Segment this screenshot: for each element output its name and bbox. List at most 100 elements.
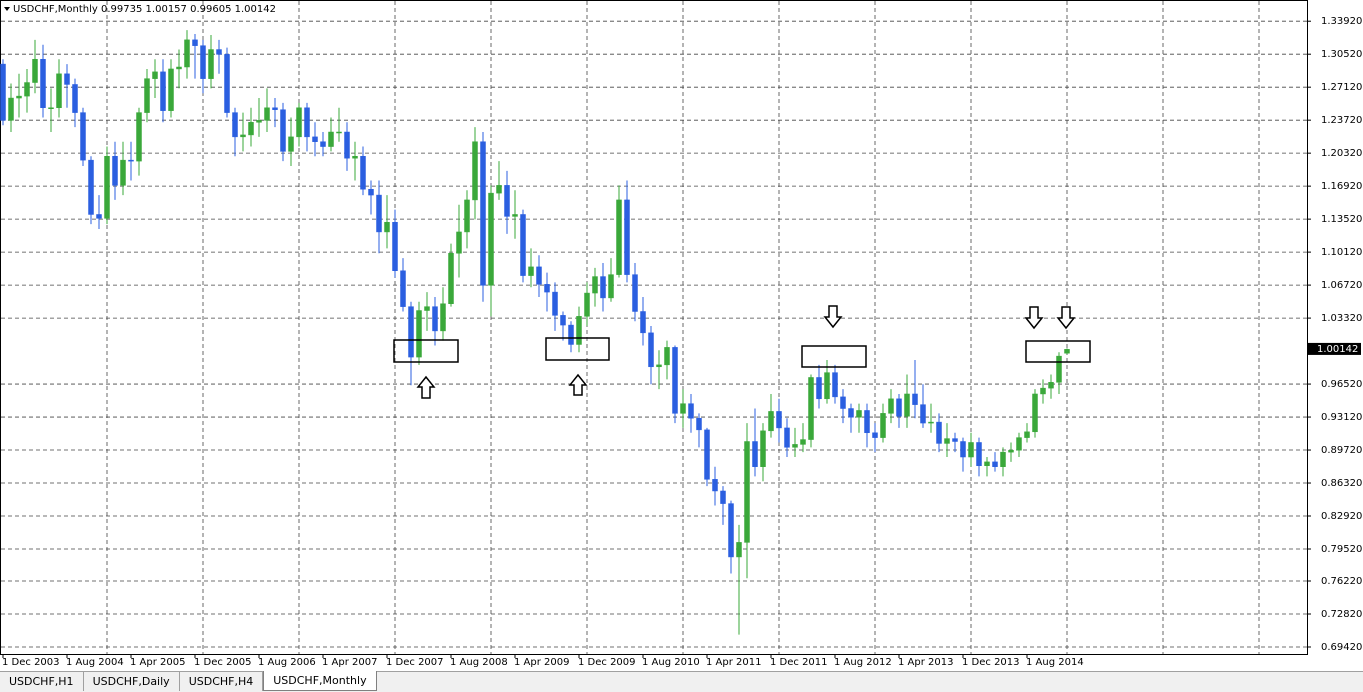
x-tick-label: 1 Apr 2013 <box>898 657 953 668</box>
candle-body <box>720 490 726 504</box>
candle-body <box>1000 451 1006 467</box>
x-tick-label: 1 Aug 2012 <box>834 657 892 668</box>
x-tick-label: 1 Apr 2005 <box>130 657 185 668</box>
annotations <box>393 305 1091 399</box>
candle-body <box>1064 349 1070 354</box>
candle-body <box>512 214 518 217</box>
tab-bar: USDCHF,H1 USDCHF,Daily USDCHF,H4 USDCHF,Mon… <box>0 671 1363 692</box>
candle-body <box>64 73 70 85</box>
box <box>801 345 867 368</box>
candle-body <box>976 442 982 467</box>
y-tick-label: 1.23720 <box>1321 115 1362 126</box>
candle-body <box>824 372 830 400</box>
candle-body <box>56 73 62 109</box>
y-tick-label: 0.89720 <box>1321 445 1362 456</box>
candle-body <box>792 444 798 448</box>
y-tick-label: 1.13520 <box>1321 214 1362 225</box>
candle-body <box>424 306 430 311</box>
candle-body <box>192 39 198 46</box>
candle-body <box>680 403 686 414</box>
candle-body <box>928 421 934 424</box>
candle-body <box>920 404 926 424</box>
y-tick-label: 1.33920 <box>1321 16 1362 27</box>
candle-body <box>448 253 454 304</box>
x-tick-label: 1 Aug 2008 <box>450 657 508 668</box>
candle-body <box>1056 355 1062 383</box>
candle-body <box>1016 437 1022 451</box>
candle-body <box>688 403 694 419</box>
x-tick-label: 1 Dec 2013 <box>962 657 1020 668</box>
candle-body <box>168 68 174 111</box>
candle-body <box>728 503 734 558</box>
candle-body <box>616 199 622 275</box>
candle-body <box>840 396 846 409</box>
y-tick-label: 0.69420 <box>1321 642 1362 653</box>
candle-body <box>488 192 494 286</box>
axes: 1.33920 1.30520 1.27120 1.23720 1.20320 1.169… <box>2 16 1362 668</box>
candle-body <box>432 306 438 332</box>
candle-body <box>1008 449 1014 453</box>
y-tick-label: 0.79520 <box>1321 544 1362 555</box>
candle-body <box>888 398 894 414</box>
candle-body <box>72 84 78 113</box>
candle-body <box>264 107 270 121</box>
x-tick-label: 1 Aug 2004 <box>66 657 124 668</box>
y-tick-label: 0.96520 <box>1321 379 1362 390</box>
candle-body <box>144 78 150 113</box>
x-tick-label: 1 Aug 2010 <box>642 657 700 668</box>
candle-body <box>472 141 478 201</box>
y-tick-label: 1.20320 <box>1321 148 1362 159</box>
candle-body <box>216 49 222 55</box>
box <box>1025 340 1091 363</box>
candle-body <box>112 156 118 186</box>
candle-body <box>384 221 390 233</box>
candle-body <box>360 156 366 190</box>
candle-body <box>520 214 526 276</box>
candle-body <box>224 54 230 113</box>
candle-body <box>336 131 342 134</box>
candle-body <box>8 97 14 121</box>
candle-body <box>288 136 294 152</box>
chart-title: USDCHF,Monthly 0.99735 1.00157 0.99605 1… <box>13 4 276 15</box>
candle-body <box>624 199 630 275</box>
x-tick-label: 1 Apr 2011 <box>706 657 761 668</box>
candle-body <box>240 134 246 138</box>
candle-body <box>552 291 558 316</box>
tab[interactable]: USDCHF,H1 <box>0 672 84 691</box>
candle-body <box>528 266 534 276</box>
candle-body <box>944 438 950 444</box>
candle-body <box>1040 387 1046 395</box>
candle-body <box>16 95 22 99</box>
candle-body <box>848 408 854 418</box>
candle-body <box>648 332 654 368</box>
candle-body <box>504 185 510 217</box>
candle-body <box>704 429 710 480</box>
candle-body <box>208 49 214 79</box>
y-tick-label: 1.06720 <box>1321 280 1362 291</box>
candle-body <box>0 63 6 121</box>
candle-body <box>632 274 638 312</box>
box <box>393 339 459 363</box>
down-arrow <box>1056 306 1076 330</box>
y-tick-label: 0.93120 <box>1321 412 1362 423</box>
candle-body <box>184 39 190 68</box>
candle-body <box>640 311 646 334</box>
candle-body <box>1048 382 1054 389</box>
candle-body <box>408 306 414 358</box>
candle-body <box>128 159 134 162</box>
candle-body <box>152 71 158 79</box>
y-tick-label: 1.10120 <box>1321 247 1362 258</box>
candle-body <box>872 432 878 438</box>
tab[interactable]: USDCHF,Monthly <box>263 671 377 691</box>
candle-body <box>440 303 446 332</box>
candle-body <box>96 214 102 219</box>
down-arrow <box>823 305 843 329</box>
candle-body <box>304 107 310 138</box>
x-tick-label: 1 Aug 2014 <box>1026 657 1084 668</box>
candle-body <box>656 364 662 368</box>
tab[interactable]: USDCHF,H4 <box>180 672 264 691</box>
tab[interactable]: USDCHF,Daily <box>84 672 180 691</box>
plot-frame <box>0 0 1308 655</box>
candle-body <box>784 427 790 448</box>
